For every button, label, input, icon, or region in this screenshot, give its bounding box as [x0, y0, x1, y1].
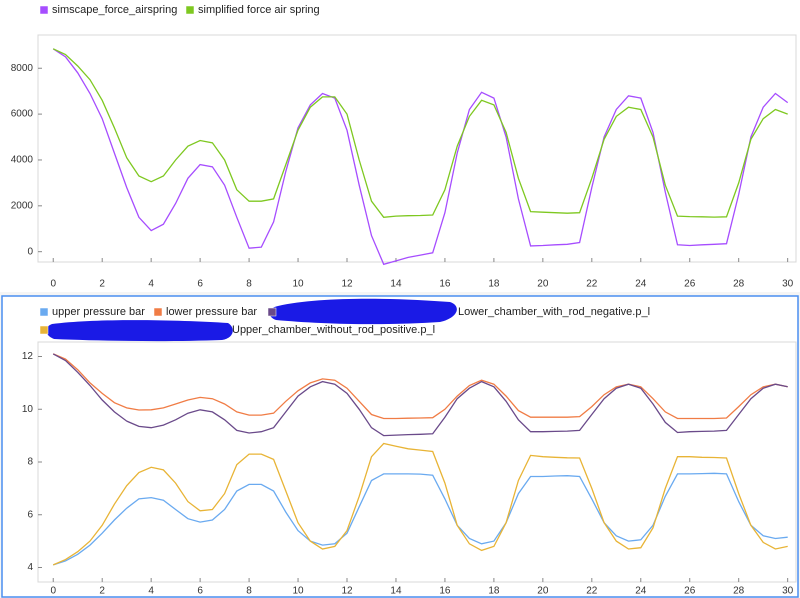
x-tick-label: 24 [635, 279, 647, 290]
x-tick-label: 12 [341, 279, 353, 290]
x-tick-label: 20 [537, 586, 549, 597]
x-tick-label: 22 [586, 279, 598, 290]
legend-swatch[interactable] [39, 307, 49, 317]
legend-swatch[interactable] [39, 325, 49, 335]
x-tick-label: 30 [782, 586, 794, 597]
x-tick-label: 24 [635, 586, 647, 597]
legend-label: upper pressure bar [52, 306, 145, 318]
y-tick-label: 4 [27, 562, 33, 573]
legend-label: Upper_chamber_without_rod_positive.p_l [232, 324, 435, 336]
x-tick-label: 8 [246, 279, 252, 290]
x-tick-label: 28 [733, 279, 745, 290]
x-tick-label: 0 [50, 279, 56, 290]
legend-swatch[interactable] [39, 5, 49, 15]
y-tick-label: 12 [22, 351, 34, 362]
x-tick-label: 16 [439, 586, 451, 597]
legend-label: Lower_chamber_with_rod_negative.p_l [458, 306, 650, 318]
y-tick-label: 6000 [11, 109, 34, 120]
x-tick-label: 20 [537, 279, 549, 290]
x-tick-label: 26 [684, 586, 696, 597]
x-tick-label: 16 [439, 279, 451, 290]
legend-swatch[interactable] [267, 307, 277, 317]
series-line [52, 48, 788, 218]
legend-swatch[interactable] [153, 307, 163, 317]
y-tick-label: 8000 [11, 63, 34, 74]
x-tick-label: 10 [292, 279, 304, 290]
x-tick-label: 28 [733, 586, 745, 597]
series-line [52, 353, 788, 420]
series-line [52, 472, 788, 566]
series-line [52, 442, 788, 566]
x-tick-label: 8 [246, 586, 252, 597]
x-tick-label: 12 [341, 586, 353, 597]
x-tick-label: 2 [99, 586, 105, 597]
y-tick-label: 10 [22, 404, 34, 415]
x-tick-label: 14 [390, 586, 402, 597]
x-tick-label: 14 [390, 279, 402, 290]
x-tick-label: 18 [488, 279, 500, 290]
x-tick-label: 4 [148, 586, 154, 597]
x-tick-label: 26 [684, 279, 696, 290]
series-line [52, 353, 788, 437]
plot-area [37, 341, 797, 583]
legend-label: simscape_force_airspring [52, 4, 177, 16]
series-line [52, 48, 789, 266]
x-tick-label: 6 [197, 279, 203, 290]
x-tick-label: 2 [99, 279, 105, 290]
x-tick-label: 4 [148, 279, 154, 290]
y-tick-label: 6 [27, 509, 33, 520]
x-tick-label: 10 [292, 586, 304, 597]
y-tick-label: 8 [27, 457, 33, 468]
plot-area [37, 34, 797, 263]
x-tick-label: 30 [782, 279, 794, 290]
y-tick-label: 0 [27, 246, 33, 257]
legend-swatch[interactable] [185, 5, 195, 15]
x-tick-label: 6 [197, 586, 203, 597]
legend-label: simplified force air spring [198, 4, 320, 16]
x-tick-label: 18 [488, 586, 500, 597]
x-tick-label: 0 [50, 586, 56, 597]
x-tick-label: 22 [586, 586, 598, 597]
y-tick-label: 2000 [11, 200, 34, 211]
legend-label: lower pressure bar [166, 306, 257, 318]
redaction [46, 298, 457, 342]
y-tick-label: 4000 [11, 155, 34, 166]
